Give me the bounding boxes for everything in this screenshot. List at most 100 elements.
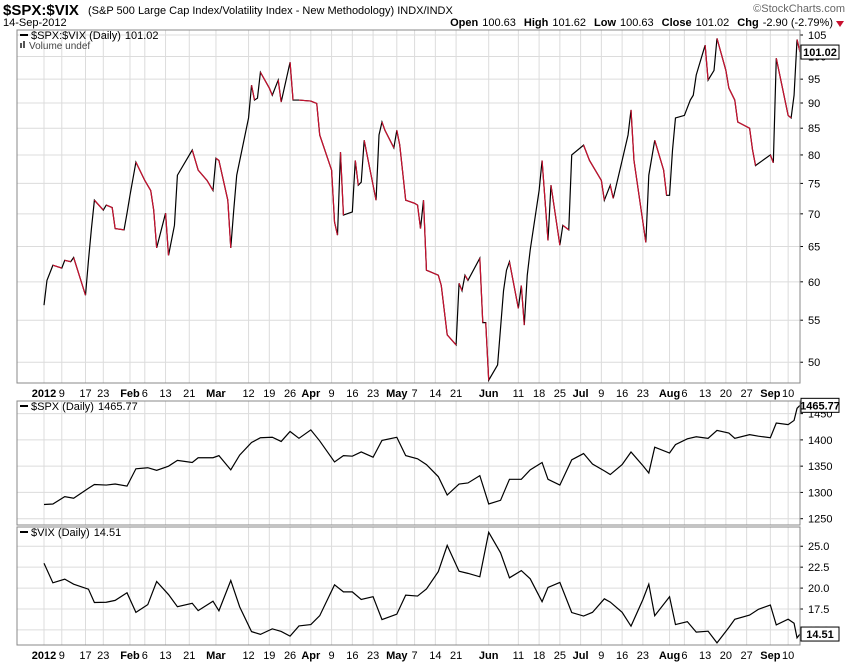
last-value-box [800, 626, 840, 642]
down-segment [197, 169, 208, 181]
x-tick-label: 6 [681, 388, 687, 400]
y-tick-label: 17.5 [808, 604, 829, 616]
x-tick-label: 25 [554, 650, 566, 662]
x-tick-label: Aug [659, 650, 680, 662]
x-tick-label: 13 [699, 650, 711, 662]
down-segment [396, 130, 401, 146]
legend-entry: $VIX (Daily) 14.51 [31, 527, 121, 539]
x-tick-label: Mar [206, 650, 226, 662]
x-tick-label: Jul [573, 388, 589, 400]
x-tick-label: 10 [782, 388, 794, 400]
x-tick-label: 9 [598, 388, 604, 400]
down-segment [440, 285, 448, 335]
x-tick-label: 2012 [32, 388, 56, 400]
x-tick-label: 16 [616, 650, 628, 662]
panel-frame [16, 400, 801, 526]
last-value-box [800, 397, 840, 413]
down-segment [150, 190, 155, 211]
panel [17, 30, 800, 383]
x-tick-label: 23 [97, 650, 109, 662]
x-tick-label: 23 [97, 388, 109, 400]
x-tick-label: 7 [412, 650, 418, 662]
quote-label: High [524, 17, 549, 29]
down-segment [787, 114, 792, 119]
x-tick-label: Jun [479, 650, 499, 662]
x-tick-label: 18 [533, 650, 545, 662]
note-icon [20, 43, 22, 48]
change-arrow [836, 21, 844, 27]
x-tick-label: Feb [120, 650, 140, 662]
y-tick-label: 20.0 [808, 583, 829, 595]
down-segment [508, 261, 519, 309]
panel-frame [16, 526, 801, 646]
down-segment [464, 274, 469, 281]
x-tick-label: Mar [206, 388, 226, 400]
note-icon [23, 41, 25, 48]
down-segment [206, 180, 214, 191]
x-tick-label: 23 [367, 388, 379, 400]
x-tick-label: Aug [659, 388, 680, 400]
x-tick-label: 23 [367, 650, 379, 662]
x-tick-label: Jun [479, 388, 499, 400]
legend-last-value: 101.02 [125, 30, 159, 42]
quote-value: -2.90 (-2.79%) [763, 17, 833, 29]
x-tick-label: May [386, 650, 408, 662]
down-segment [541, 160, 549, 241]
quote-value: 100.63 [620, 17, 654, 29]
x-tick-label: Apr [301, 650, 321, 662]
down-segment [654, 140, 665, 171]
x-tick-label: 23 [637, 388, 649, 400]
down-segment [111, 207, 116, 229]
x-tick-label: 16 [346, 650, 358, 662]
price-line [43, 38, 801, 383]
x-tick-label: Jul [573, 650, 589, 662]
y-tick-label: 95 [808, 74, 820, 86]
y-tick-label: 60 [808, 277, 820, 289]
down-segment [384, 130, 395, 149]
x-tick-label: 12 [242, 388, 254, 400]
legend-last-value: 1465.77 [98, 401, 138, 413]
down-segment [164, 213, 170, 256]
x-tick-label: 27 [741, 388, 753, 400]
quote-value: 101.62 [552, 17, 586, 29]
x-tick-label: 12 [242, 650, 254, 662]
down-segment [422, 200, 428, 271]
down-segment [330, 170, 336, 223]
last-value-label: 1465.77 [800, 400, 840, 412]
down-segment [458, 283, 463, 291]
y-tick-label: 1400 [808, 435, 832, 447]
y-tick-label: 70 [808, 209, 820, 221]
quote-value: 101.02 [696, 17, 730, 29]
legend-entry: $SPX (Daily) 1465.77 [31, 401, 138, 413]
down-segment [751, 149, 757, 166]
y-tick-label: 22.5 [808, 562, 829, 574]
quote: Open 100.63 High 101.62 Low 100.63 Close 101.02… [450, 17, 833, 29]
down-segment [218, 160, 229, 201]
down-segment [227, 200, 232, 248]
x-tick-label: 27 [741, 650, 753, 662]
x-tick-label: 11 [513, 388, 524, 400]
y-tick-label: 65 [808, 242, 820, 254]
x-tick-label: Apr [301, 388, 321, 400]
x-tick-label: Sep [760, 388, 780, 400]
x-tick-label: 6 [681, 650, 687, 662]
down-segment [259, 71, 270, 89]
chart-subtitle: (S&P 500 Large Cap Index/Volatility Inde… [88, 5, 453, 17]
chart-title: $SPX:$VIX [3, 2, 79, 19]
down-segment [115, 227, 125, 231]
x-tick-label: 21 [183, 650, 195, 662]
last-value-box [800, 44, 840, 60]
down-segment [354, 160, 359, 186]
down-segment [106, 204, 113, 209]
down-segment [725, 70, 730, 89]
down-segment [550, 185, 561, 246]
y-tick-label: 1250 [808, 514, 832, 526]
down-segment [93, 199, 104, 211]
x-tick-label: 9 [329, 650, 335, 662]
price-line [43, 530, 801, 644]
x-tick-label: 14 [429, 388, 441, 400]
x-tick-label: May [386, 388, 408, 400]
panel [17, 527, 800, 645]
